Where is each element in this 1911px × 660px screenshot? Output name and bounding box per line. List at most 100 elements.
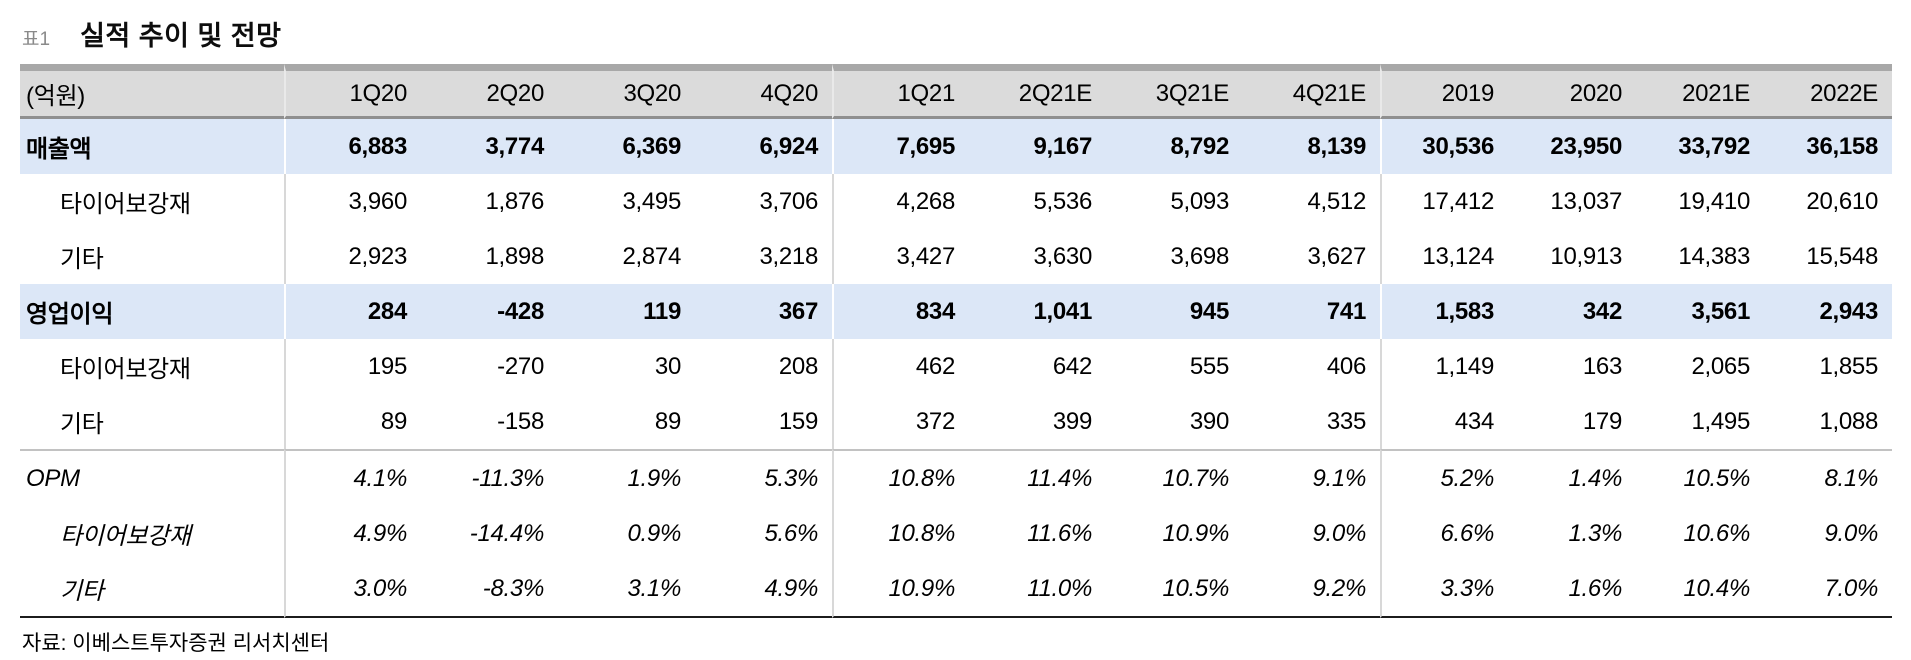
cell: 4.9% (695, 561, 832, 618)
column-header-3q20: 3Q20 (558, 64, 695, 119)
cell: 434 (1380, 394, 1508, 449)
column-header-2q20: 2Q20 (421, 64, 558, 119)
cell: 4.1% (284, 449, 421, 506)
cell: 8,139 (1243, 119, 1380, 174)
cell: -428 (421, 284, 558, 339)
cell: 945 (1106, 284, 1243, 339)
cell: -270 (497, 352, 544, 380)
cell: 9.1% (1243, 449, 1380, 506)
cell: -158 (497, 407, 544, 435)
table-row: OPM 4.1% -11.3% 1.9% 5.3% 10.8% 11.4% 10.7% 9.1%… (20, 449, 1892, 506)
cell: 33,792 (1636, 119, 1764, 174)
cell: 89 (284, 394, 421, 449)
cell: 30,536 (1380, 119, 1508, 174)
cell: 5.2% (1380, 449, 1508, 506)
cell: 6.6% (1380, 506, 1508, 561)
cell: 6,369 (558, 119, 695, 174)
cell: 372 (832, 394, 969, 449)
row-label: 타이어보강재 (60, 356, 191, 383)
cell: 10.6% (1683, 519, 1750, 547)
cell: 3,627 (1307, 242, 1366, 270)
cell: 4.9% (284, 506, 421, 561)
cell: 163 (1582, 352, 1622, 380)
table-row: 매출액 6,883 3,774 6,369 6,924 7,695 9,167 8,792 8,… (20, 119, 1892, 174)
cell: -14.4% (469, 519, 545, 547)
cell: 3,698 (1170, 242, 1229, 270)
cell: 6,883 (284, 119, 421, 174)
cell: 5.3% (695, 449, 832, 506)
cell: 1,876 (485, 187, 544, 215)
cell: 9.2% (1243, 561, 1380, 618)
cell: 89 (654, 407, 681, 435)
cell: 5.6% (764, 519, 818, 547)
cell: 13,037 (1550, 187, 1622, 215)
cell: -11.3% (421, 449, 558, 506)
cell: 3,960 (284, 174, 421, 229)
table-row: 타이어보강재 4.9% -14.4% 0.9% 5.6% 10.8% 11.6% 10.9% 9… (20, 506, 1892, 561)
cell: 1.6% (1508, 561, 1636, 618)
column-header-1q21: 1Q21 (832, 64, 969, 119)
column-header-4q20: 4Q20 (695, 64, 832, 119)
table-title: 표1 실적 추이 및 전망 (22, 14, 1893, 51)
cell: 335 (1326, 407, 1366, 435)
cell: 1.4% (1508, 449, 1636, 506)
table-number-label: 표1 (22, 29, 51, 50)
unit-label: (억원) (20, 64, 284, 119)
cell: 20,610 (1806, 187, 1878, 215)
cell: 741 (1243, 284, 1380, 339)
cell: 1,855 (1819, 352, 1878, 380)
table-row: 기타 2,923 1,898 2,874 3,218 3,427 3,630 3,698 3,6… (20, 229, 1892, 284)
cell: 3,630 (1033, 242, 1092, 270)
cell: 1,495 (1691, 407, 1750, 435)
cell: 406 (1326, 352, 1366, 380)
cell: 1.3% (1568, 519, 1622, 547)
cell: 30 (654, 352, 681, 380)
cell: 834 (832, 284, 969, 339)
cell: 11.4% (969, 449, 1106, 506)
cell: 284 (284, 284, 421, 339)
column-header-2020: 2020 (1508, 64, 1636, 119)
cell: 19,410 (1678, 187, 1750, 215)
table-row: 기타 3.0% -8.3% 3.1% 4.9% 10.9% 11.0% 10.5% 9.2% 3.… (20, 561, 1892, 618)
source-note: 자료: 이베스트투자증권 리서치센터 (22, 632, 330, 655)
cell: 1,898 (485, 242, 544, 270)
row-label: 기타 (60, 411, 104, 438)
cell: 0.9% (627, 519, 681, 547)
cell: 642 (1052, 352, 1092, 380)
cell: 9,167 (969, 119, 1106, 174)
column-header-2021e: 2021E (1636, 64, 1764, 119)
column-header-4q21e: 4Q21E (1243, 64, 1380, 119)
row-label: 매출액 (20, 119, 284, 174)
cell: 10.5% (1636, 449, 1764, 506)
cell: 179 (1582, 407, 1622, 435)
cell: 399 (1052, 407, 1092, 435)
cell: 2,874 (622, 242, 681, 270)
row-label: 영업이익 (20, 284, 284, 339)
table-row: 기타 89 -158 89 159 372 399 390 335 434 179 1,495 1,08… (20, 394, 1892, 449)
cell: -8.3% (421, 561, 558, 618)
column-header-2019: 2019 (1380, 64, 1508, 119)
cell: 208 (778, 352, 818, 380)
table-title-text: 실적 추이 및 전망 (80, 21, 282, 51)
financial-results-table: (억원) 1Q20 2Q20 3Q20 4Q20 1Q21 2Q21E 3Q21E 4Q21E 2… (20, 64, 1892, 618)
cell: 4,268 (832, 174, 969, 229)
column-header-2q21e: 2Q21E (969, 64, 1106, 119)
cell: 7,695 (832, 119, 969, 174)
cell: 462 (832, 339, 969, 394)
column-header-2022e: 2022E (1764, 64, 1892, 119)
cell: 8.1% (1764, 449, 1892, 506)
cell: 10.4% (1636, 561, 1764, 618)
cell: 13,124 (1380, 229, 1508, 284)
cell: 6,924 (695, 119, 832, 174)
cell: 10.5% (1106, 561, 1243, 618)
cell: 2,923 (284, 229, 421, 284)
cell: 555 (1189, 352, 1229, 380)
cell: 15,548 (1806, 242, 1878, 270)
table-header-row: (억원) 1Q20 2Q20 3Q20 4Q20 1Q21 2Q21E 3Q21E 4Q21E 2… (20, 64, 1892, 119)
cell: 390 (1189, 407, 1229, 435)
cell: 3,218 (759, 242, 818, 270)
cell: 3,495 (622, 187, 681, 215)
cell: 1,088 (1819, 407, 1878, 435)
cell: 195 (284, 339, 421, 394)
cell: 3,774 (421, 119, 558, 174)
